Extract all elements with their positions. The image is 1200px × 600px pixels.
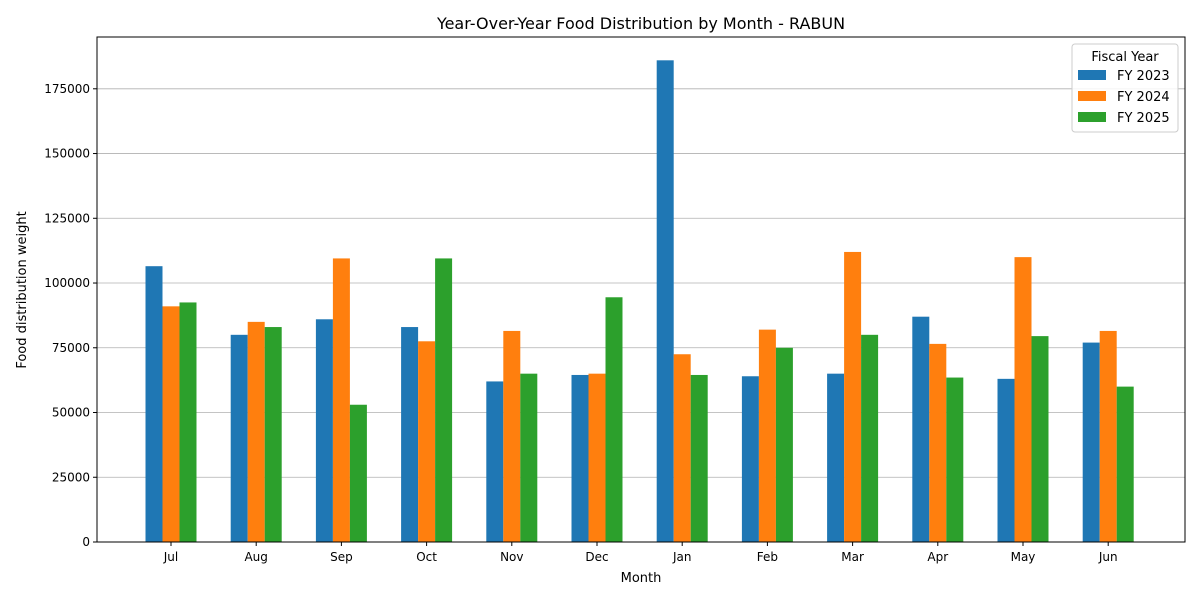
legend-box — [1071, 43, 1179, 133]
y-axis-ticks: 0 25000 50000 75000 100000 125000 150000 175000 — [44, 82, 97, 549]
legend-label: FY 2024 — [1117, 90, 1170, 105]
bar-fy-2025-oct — [435, 258, 453, 542]
x-tick-label: Oct — [416, 550, 437, 564]
legend-swatch — [1078, 112, 1106, 122]
bar-fy-2024-may — [1014, 257, 1032, 542]
bar-fy-2024-dec — [588, 373, 606, 542]
bar-fy-2023-aug — [230, 334, 248, 542]
bar-fy-2023-jan — [656, 60, 674, 543]
bar-fy-2023-may — [997, 378, 1015, 542]
bar-fy-2024-apr — [929, 343, 947, 542]
x-tick-label: Jan — [672, 550, 692, 564]
bar-fy-2024-jul — [162, 306, 180, 542]
x-tick-label: May — [1011, 550, 1036, 564]
bars — [145, 60, 1134, 543]
bar-fy-2023-apr — [912, 316, 930, 542]
x-tick-label: Jul — [163, 550, 178, 564]
bar-fy-2024-mar — [844, 251, 862, 542]
legend-label: FY 2023 — [1117, 69, 1170, 84]
bar-fy-2024-jun — [1099, 330, 1117, 542]
chart-title: Year-Over-Year Food Distribution by Mont… — [436, 14, 845, 33]
bar-fy-2023-dec — [571, 374, 589, 542]
bar-fy-2023-nov — [486, 381, 504, 542]
bar-fy-2024-jan — [673, 354, 691, 542]
y-tick-label: 150000 — [44, 147, 90, 161]
bar-fy-2023-mar — [827, 373, 845, 542]
bar-fy-2025-mar — [861, 334, 879, 542]
y-tick-label: 25000 — [52, 470, 90, 484]
bar-fy-2024-sep — [332, 258, 350, 542]
y-tick-label: 125000 — [44, 211, 90, 225]
bar-fy-2024-oct — [418, 341, 436, 542]
y-tick-label: 50000 — [52, 406, 90, 420]
bar-fy-2024-feb — [758, 329, 776, 542]
x-tick-label: Aug — [244, 550, 267, 564]
bar-fy-2025-aug — [264, 327, 282, 542]
x-axis-label: Month — [621, 571, 662, 586]
bar-fy-2023-sep — [315, 319, 333, 542]
bar-fy-2023-jun — [1082, 342, 1100, 542]
legend: Fiscal Year FY 2023 FY 2024 FY 2025 — [1071, 43, 1179, 133]
x-tick-label: Mar — [841, 550, 864, 564]
bar-fy-2025-jun — [1116, 386, 1134, 542]
y-tick-label: 175000 — [44, 82, 90, 96]
bar-fy-2023-oct — [401, 327, 419, 542]
y-tick-label: 75000 — [52, 341, 90, 355]
x-tick-label: Feb — [757, 550, 778, 564]
bar-fy-2023-feb — [741, 376, 759, 542]
legend-title: Fiscal Year — [1091, 50, 1159, 65]
x-axis-ticks: Jul Aug Sep Oct Nov Dec Jan Feb Mar Apr May Jun — [163, 542, 1118, 564]
legend-label: FY 2025 — [1117, 111, 1170, 126]
bar-fy-2025-jul — [179, 302, 197, 542]
bar-fy-2023-jul — [145, 266, 163, 542]
bar-fy-2025-dec — [605, 297, 623, 542]
bar-fy-2025-sep — [349, 404, 367, 542]
x-tick-label: Apr — [927, 550, 948, 564]
bar-fy-2025-nov — [520, 373, 538, 542]
x-tick-label: Nov — [500, 550, 523, 564]
bar-fy-2025-jan — [690, 374, 708, 542]
y-axis-label: Food distribution weight — [15, 211, 30, 368]
bar-fy-2025-may — [1031, 336, 1049, 542]
bar-fy-2025-apr — [946, 377, 964, 542]
x-tick-label: Dec — [585, 550, 608, 564]
x-tick-label: Sep — [330, 550, 353, 564]
x-tick-label: Jun — [1098, 550, 1118, 564]
bar-fy-2025-feb — [775, 347, 793, 542]
legend-swatch — [1078, 91, 1106, 101]
y-tick-label: 100000 — [44, 276, 90, 290]
plot-frame — [96, 36, 1186, 543]
bar-fy-2024-nov — [503, 330, 521, 542]
y-tick-label: 0 — [82, 535, 90, 549]
legend-swatch — [1078, 70, 1106, 80]
bar-fy-2024-aug — [247, 321, 265, 542]
